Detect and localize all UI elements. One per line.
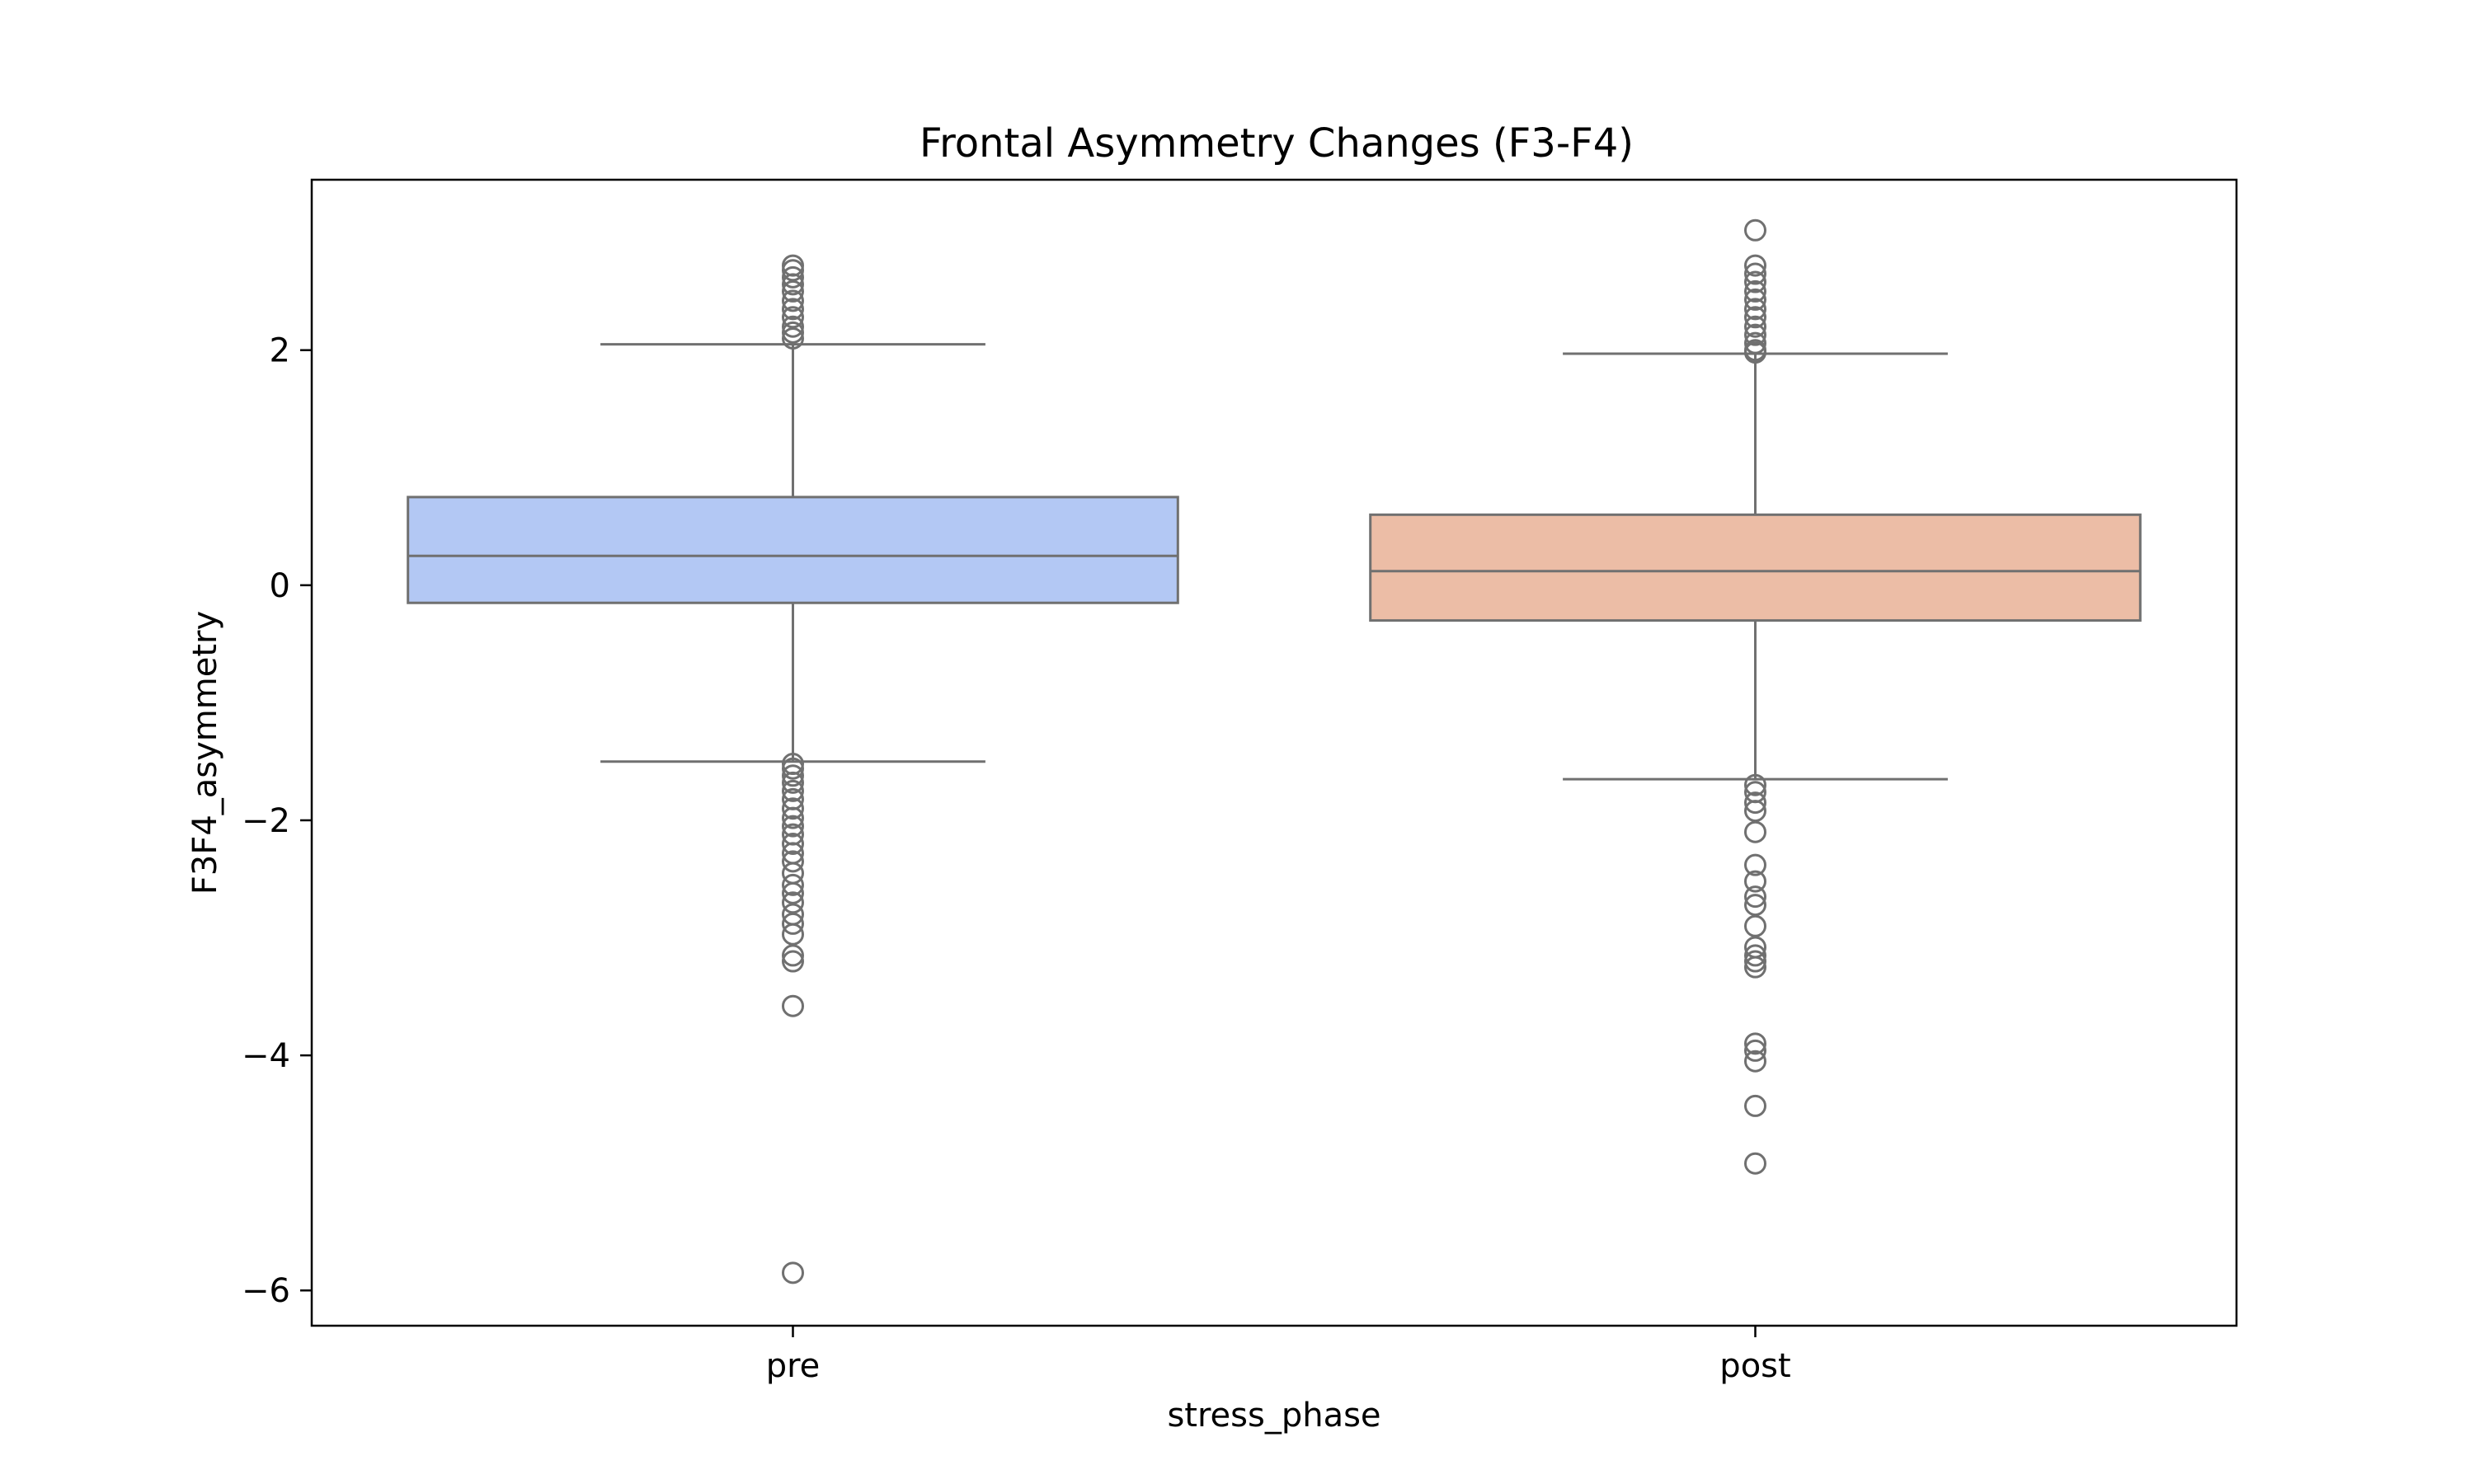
outlier-point-post-9 xyxy=(1744,323,1766,346)
box-group-post xyxy=(1369,218,2142,1175)
outlier-point-post-10 xyxy=(1744,331,1766,355)
outlier-point-pre-33 xyxy=(782,994,804,1017)
y-tick-label-2: −2 xyxy=(242,802,290,840)
y-axis-label: F3F4_asymmetry xyxy=(186,611,224,895)
outlier-point-post-21 xyxy=(1744,894,1766,917)
box-pre xyxy=(407,495,1179,604)
y-tick-label-4: −6 xyxy=(242,1272,290,1310)
x-axis: pre post xyxy=(766,1326,1791,1385)
outlier-point-post-13 xyxy=(1744,773,1766,796)
outlier-point-post-6 xyxy=(1744,298,1766,321)
outlier-point-pre-24 xyxy=(782,862,804,885)
outlier-point-pre-0 xyxy=(782,326,804,350)
outlier-point-pre-29 xyxy=(782,912,804,935)
outlier-point-post-30 xyxy=(1744,1094,1766,1117)
outlier-point-post-26 xyxy=(1744,956,1766,979)
outlier-point-post-25 xyxy=(1744,950,1766,973)
x-tick-label-pre: pre xyxy=(766,1347,821,1385)
outlier-point-pre-34 xyxy=(782,1261,804,1284)
outlier-point-pre-25 xyxy=(782,873,804,896)
outlier-point-pre-23 xyxy=(782,850,804,873)
outlier-point-pre-12 xyxy=(782,757,804,780)
outlier-point-pre-15 xyxy=(782,779,804,802)
outlier-point-post-22 xyxy=(1744,914,1766,937)
outlier-point-post-15 xyxy=(1744,791,1766,815)
outlier-point-pre-26 xyxy=(782,881,804,904)
box-group-pre xyxy=(407,254,1179,1284)
outlier-point-pre-5 xyxy=(782,289,804,312)
x-tick-label-post: post xyxy=(1719,1347,1790,1385)
outlier-point-post-29 xyxy=(1744,1050,1766,1073)
outlier-point-pre-10 xyxy=(782,254,804,277)
y-tick-label-3: −4 xyxy=(242,1037,290,1075)
outlier-point-pre-27 xyxy=(782,891,804,914)
chart-title: Frontal Asymmetry Changes (F3-F4) xyxy=(920,120,1634,167)
x-axis-label: stress_phase xyxy=(1167,1397,1380,1435)
outlier-point-pre-8 xyxy=(782,265,804,289)
outlier-point-post-3 xyxy=(1744,270,1766,294)
outlier-point-pre-1 xyxy=(782,321,804,344)
outlier-point-pre-21 xyxy=(782,832,804,855)
outlier-point-post-16 xyxy=(1744,800,1766,823)
y-axis: 2 0 −2 −4 −6 xyxy=(242,332,312,1310)
outlier-point-pre-30 xyxy=(782,923,804,946)
plot-frame xyxy=(310,178,2238,1327)
y-tick-label-0: 2 xyxy=(270,332,290,370)
outlier-point-pre-18 xyxy=(782,806,804,829)
outlier-point-pre-6 xyxy=(782,279,804,303)
outlier-point-post-19 xyxy=(1744,870,1766,893)
outlier-point-pre-19 xyxy=(782,815,804,838)
outlier-point-post-4 xyxy=(1744,279,1766,303)
outlier-point-pre-31 xyxy=(782,944,804,967)
outlier-point-post-1 xyxy=(1744,254,1766,277)
outlier-point-pre-14 xyxy=(782,771,804,794)
outlier-point-post-17 xyxy=(1744,820,1766,843)
outlier-point-post-31 xyxy=(1744,1152,1766,1175)
outlier-point-pre-17 xyxy=(782,797,804,820)
boxes-layer xyxy=(407,218,2142,1284)
outlier-point-post-18 xyxy=(1744,853,1766,876)
outlier-point-pre-13 xyxy=(782,764,804,787)
outlier-point-post-5 xyxy=(1744,288,1766,311)
outlier-point-post-0 xyxy=(1744,218,1766,242)
outlier-point-pre-3 xyxy=(782,306,804,329)
outlier-point-pre-4 xyxy=(782,298,804,321)
outlier-point-post-28 xyxy=(1744,1039,1766,1062)
outlier-point-pre-32 xyxy=(782,950,804,973)
outlier-point-post-2 xyxy=(1744,262,1766,285)
outlier-point-post-27 xyxy=(1744,1032,1766,1055)
box-post xyxy=(1369,513,2142,622)
outlier-point-pre-2 xyxy=(782,315,804,338)
y-tick-label-1: 0 xyxy=(270,567,290,605)
outlier-point-post-20 xyxy=(1744,885,1766,909)
outlier-point-post-8 xyxy=(1744,315,1766,338)
outlier-point-post-24 xyxy=(1744,944,1766,967)
outlier-point-post-7 xyxy=(1744,306,1766,329)
outlier-point-post-12 xyxy=(1744,341,1766,364)
